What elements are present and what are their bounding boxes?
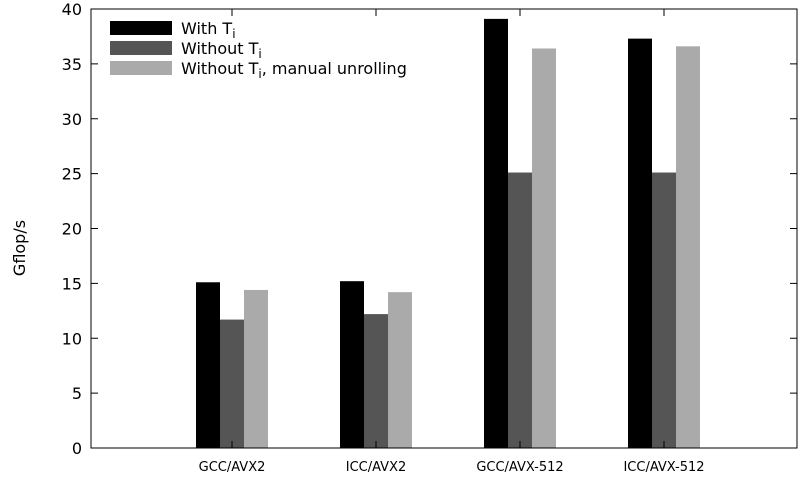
legend-label: Without Ti, manual unrolling [181,59,407,81]
bar-icc-avx-512-series-1 [628,38,652,448]
plot-frame [90,8,798,449]
legend-swatch [110,41,172,55]
bar-gcc-avx2-series-2 [220,319,244,448]
y-tick-label: 35 [62,55,82,74]
bar-gcc-avx2-series-1 [196,282,220,448]
bar-icc-avx-512-series-2 [652,172,676,448]
x-tick-label: GCC/AVX2 [199,460,266,475]
legend-swatch [110,61,172,75]
x-tick-label: GCC/AVX-512 [476,460,563,475]
axis-ticks: 0 5 10 15 20 25 30 35 40 GCC/AVX2 ICC/AVX2 GCC/AVX-… [62,0,797,475]
legend-swatch [110,21,172,35]
y-tick-label: 30 [62,110,82,129]
bar-gcc-avx-512-series-2 [508,172,532,448]
y-tick-label: 15 [62,274,82,293]
y-tick-label: 10 [62,329,82,348]
x-tick-label: ICC/AVX2 [346,460,407,475]
bars [196,18,700,448]
y-tick-label: 40 [62,0,82,19]
bar-gcc-avx-512-series-3 [532,48,556,448]
bar-icc-avx2-series-2 [364,314,388,448]
bar-gcc-avx-512-series-1 [484,18,508,448]
bar-icc-avx2-series-3 [388,292,412,448]
y-tick-label: 25 [62,165,82,184]
y-tick-label: 5 [72,384,82,403]
legend-label: With Ti [181,19,236,41]
bar-icc-avx2-series-1 [340,281,364,448]
bar-gcc-avx2-series-3 [244,289,268,448]
y-tick-label: 20 [62,220,82,239]
bar-icc-avx-512-series-3 [676,46,700,448]
legend-label: Without Ti [181,39,262,61]
y-tick-label: 0 [72,439,82,458]
x-tick-label: ICC/AVX-512 [623,460,704,475]
y-axis-label: Gflop/s [10,220,29,276]
